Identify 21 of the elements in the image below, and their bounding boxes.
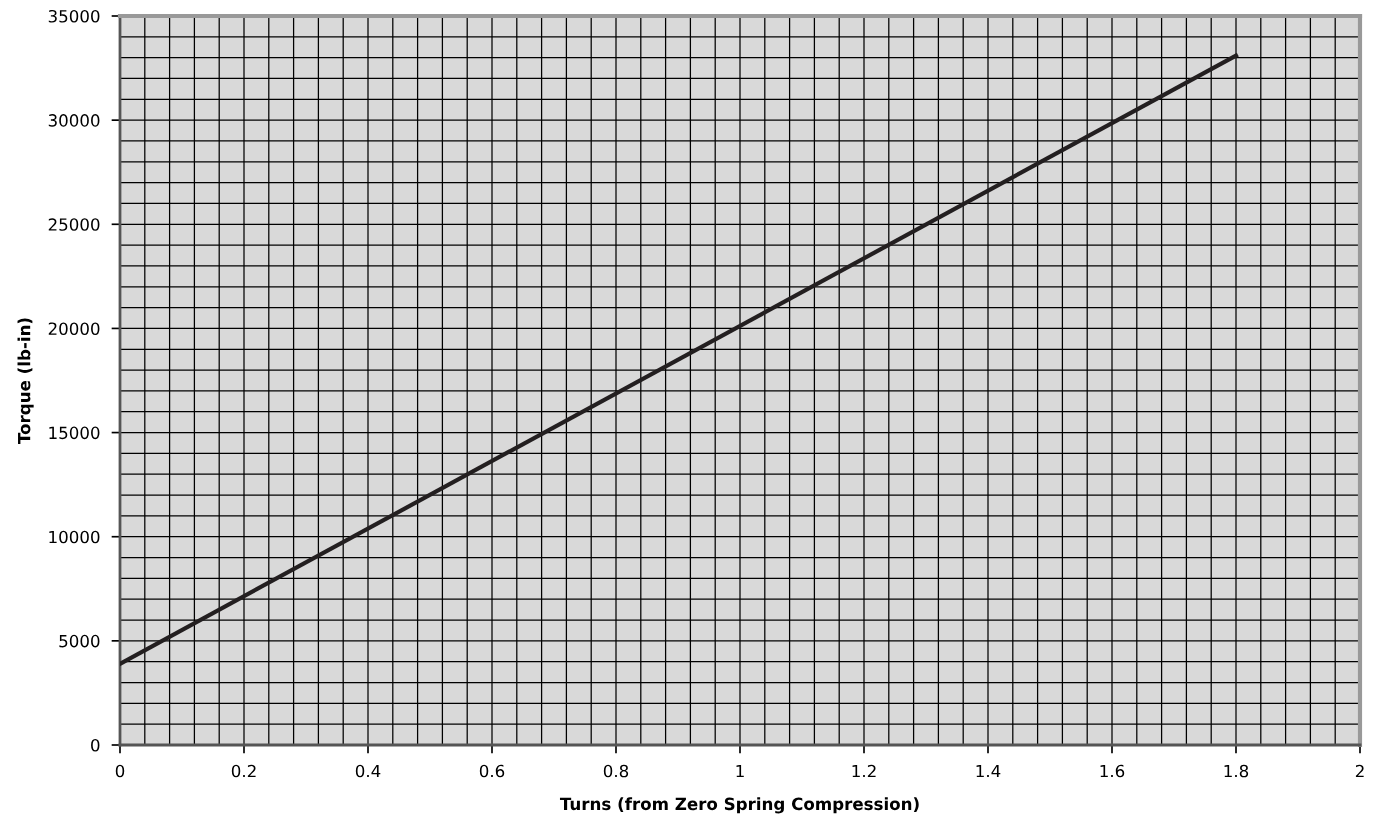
y-tick-label: 15000 — [49, 426, 100, 440]
x-tick-label: 0 — [115, 764, 125, 778]
y-tick-label: 0 — [91, 738, 100, 752]
x-tick-label: 0.8 — [603, 764, 629, 778]
y-tick-label: 5000 — [59, 634, 100, 648]
y-tick-label: 35000 — [48, 9, 100, 23]
y-tick-label: 10000 — [49, 530, 100, 544]
y-tick-label: 25000 — [48, 218, 100, 231]
x-tick-label: 0.6 — [479, 764, 505, 778]
x-tick-label: 1.6 — [1100, 764, 1125, 778]
y-tick-label: 30000 — [48, 114, 100, 127]
x-tick-label: 1 — [736, 764, 744, 778]
x-tick-label: 0.2 — [231, 764, 256, 778]
y-axis-title: Torque (lb-in) — [17, 318, 34, 444]
x-tick-label: 1.2 — [852, 764, 876, 778]
y-tick-label: 20000 — [48, 322, 100, 335]
x-axis-title: Turns (from Zero Spring Compression) — [559, 797, 919, 814]
x-tick-label: 1.4 — [976, 764, 1001, 778]
x-tick-label: 1.8 — [1224, 764, 1249, 778]
x-tick-label: 0.4 — [355, 764, 381, 778]
x-tick-label: 2 — [1355, 764, 1364, 778]
